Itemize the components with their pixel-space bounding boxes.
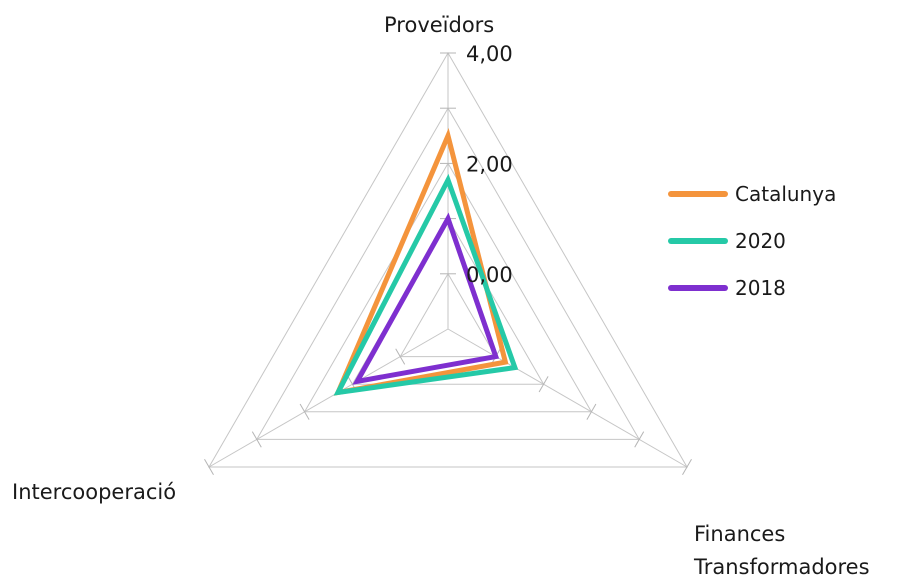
- legend-label-2018: 2018: [735, 275, 786, 300]
- legend-label-catalunya: Catalunya: [735, 181, 837, 206]
- spoke-tick-1-4: [682, 458, 692, 476]
- axis-label-intercooperacio: Intercooperació: [12, 480, 177, 504]
- series-line-catalunya: [333, 128, 509, 396]
- spoke-2: [208, 328, 449, 468]
- spoke-tick-2-0: [395, 348, 406, 365]
- axis-label-proveidors: Proveïdors: [384, 13, 495, 37]
- spoke-tick-1-3: [634, 431, 645, 448]
- grid-ring-0: [399, 272, 497, 358]
- legend-item-catalunya: Catalunya: [668, 170, 836, 217]
- axis-label-finances-line2: Transformadores: [694, 555, 870, 579]
- grid-ring-2: [303, 162, 593, 413]
- spoke-tick-1-1: [538, 376, 549, 393]
- spoke-tick-2-4: [204, 458, 214, 476]
- spoke-tick-2-3: [251, 431, 262, 448]
- legend-swatch-2020: [668, 237, 728, 244]
- grid-ring-4: [208, 51, 688, 468]
- grid-ring-3: [255, 107, 641, 440]
- spoke-tick-2-2: [299, 403, 310, 420]
- spoke-tick-1-2: [586, 403, 597, 420]
- series-line-2020: [333, 173, 519, 396]
- axis-label-finances-line1: Finances: [694, 522, 786, 546]
- legend-item-2020: 2020: [668, 217, 836, 264]
- tick-label-4: 4,00: [466, 42, 513, 66]
- legend-item-2018: 2018: [668, 264, 836, 311]
- tick-label-2: 2,00: [466, 152, 513, 176]
- legend-swatch-catalunya: [668, 190, 728, 197]
- legend-label-2020: 2020: [735, 228, 786, 253]
- tick-label-0: 0,00: [466, 263, 513, 287]
- legend: Catalunya 2020 2018: [668, 170, 836, 311]
- spoke-1: [447, 328, 688, 468]
- series-line-2018: [352, 212, 500, 385]
- legend-swatch-2018: [668, 284, 728, 291]
